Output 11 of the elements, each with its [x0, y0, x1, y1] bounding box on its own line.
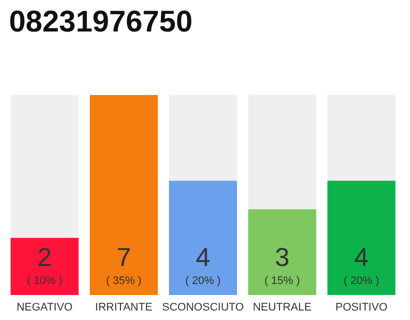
data-label: 4 ( 20% )	[344, 242, 380, 287]
x-tick-label: NEGATIVO	[16, 302, 74, 314]
x-tick-label: POSITIVO	[335, 302, 388, 314]
x-tick-label: SCONOSCIUTO	[162, 302, 244, 314]
chart-title: 08231976750	[9, 6, 193, 38]
data-label: 2 ( 10% )	[26, 242, 62, 287]
data-label: 3 ( 15% )	[264, 242, 300, 287]
x-tick-label: IRRITANTE	[95, 302, 152, 314]
data-label: 4 ( 20% )	[185, 242, 221, 287]
data-label: 7 ( 35% )	[106, 242, 142, 287]
x-tick-label: NEUTRALE	[252, 302, 312, 314]
